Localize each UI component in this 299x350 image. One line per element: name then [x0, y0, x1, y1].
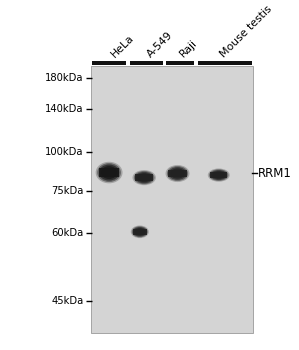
Ellipse shape [166, 165, 190, 182]
Text: 45kDa: 45kDa [51, 296, 83, 306]
Ellipse shape [96, 162, 123, 183]
Text: Mouse testis: Mouse testis [218, 4, 273, 60]
Ellipse shape [133, 227, 147, 237]
Ellipse shape [136, 229, 144, 234]
Ellipse shape [99, 164, 119, 181]
Text: 60kDa: 60kDa [51, 228, 83, 238]
Ellipse shape [140, 175, 149, 181]
Ellipse shape [212, 171, 225, 179]
Text: Raji: Raji [178, 38, 199, 60]
Bar [99, 168, 119, 177]
Bar [92, 61, 126, 65]
Bar [91, 66, 253, 332]
Ellipse shape [210, 170, 227, 180]
Text: HeLa: HeLa [110, 33, 136, 60]
Ellipse shape [170, 168, 185, 178]
Ellipse shape [208, 168, 230, 182]
Ellipse shape [135, 172, 153, 183]
Text: RRM1: RRM1 [258, 167, 292, 180]
Bar [130, 61, 163, 65]
Bar [198, 61, 252, 65]
Bar [168, 170, 187, 177]
Ellipse shape [101, 166, 117, 179]
Ellipse shape [173, 170, 182, 177]
Text: 100kDa: 100kDa [45, 147, 83, 157]
Bar [166, 61, 194, 65]
Ellipse shape [214, 173, 223, 178]
Ellipse shape [137, 173, 151, 182]
Ellipse shape [132, 226, 148, 237]
Bar [135, 174, 153, 181]
Ellipse shape [131, 225, 149, 238]
Ellipse shape [167, 166, 188, 181]
Ellipse shape [209, 169, 228, 181]
Bar [133, 229, 147, 234]
Text: A-549: A-549 [145, 30, 175, 60]
Ellipse shape [132, 170, 156, 185]
Text: 180kDa: 180kDa [45, 73, 83, 83]
Ellipse shape [134, 171, 155, 184]
Ellipse shape [104, 168, 115, 177]
Ellipse shape [169, 167, 187, 180]
Text: 140kDa: 140kDa [45, 104, 83, 113]
Bar [210, 172, 227, 178]
Text: 75kDa: 75kDa [51, 186, 83, 196]
Ellipse shape [134, 228, 145, 236]
Ellipse shape [97, 163, 121, 182]
